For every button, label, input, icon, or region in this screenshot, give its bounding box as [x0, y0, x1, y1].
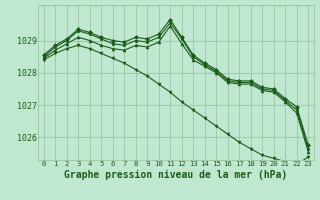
X-axis label: Graphe pression niveau de la mer (hPa): Graphe pression niveau de la mer (hPa)	[64, 170, 288, 180]
